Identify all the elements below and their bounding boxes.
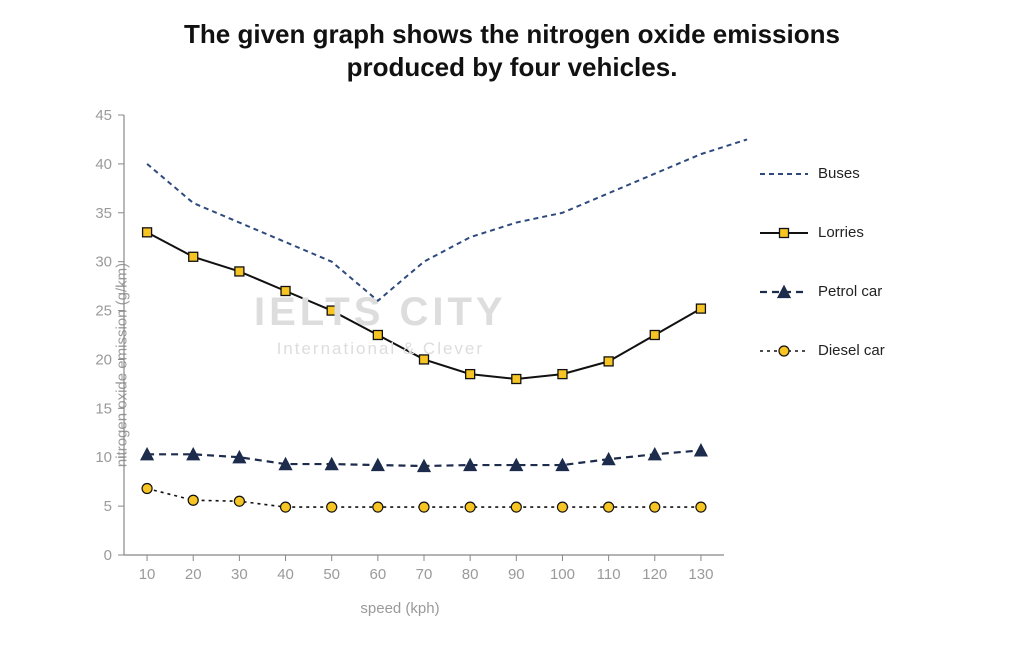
marker-diesel: [142, 484, 152, 494]
y-tick-label: 20: [95, 351, 112, 368]
plot-area: IELTS CITY International & Clever 051015…: [124, 115, 724, 555]
y-tick-label: 30: [95, 254, 112, 271]
x-tick-label: 50: [323, 566, 340, 583]
chart-area: nitrogen oxide emission (g/km) IELTS CIT…: [60, 115, 960, 615]
legend-label-diesel: Diesel car: [818, 342, 885, 359]
marker-lorries: [558, 370, 567, 379]
marker-diesel: [650, 502, 660, 512]
marker-lorries: [327, 306, 336, 315]
legend-label-lorries: Lorries: [818, 224, 864, 241]
marker-petrol: [372, 459, 385, 471]
marker-diesel: [234, 496, 244, 506]
x-tick-label: 90: [508, 566, 525, 583]
marker-diesel: [604, 502, 614, 512]
marker-lorries: [373, 331, 382, 340]
x-tick-label: 70: [416, 566, 433, 583]
legend: Buses Lorries Petrol car Diesel car: [760, 165, 950, 401]
x-tick-label: 10: [139, 566, 156, 583]
legend-swatch-lorries: [760, 225, 808, 241]
y-tick-label: 5: [104, 498, 112, 515]
page: The given graph shows the nitrogen oxide…: [0, 0, 1024, 647]
y-tick-label: 45: [95, 107, 112, 124]
marker-lorries: [512, 375, 521, 384]
marker-diesel: [465, 502, 475, 512]
x-tick-label: 120: [642, 566, 667, 583]
marker-lorries: [604, 357, 613, 366]
legend-item-lorries: Lorries: [760, 224, 950, 241]
title-line-2: produced by four vehicles.: [0, 51, 1024, 84]
marker-diesel: [327, 502, 337, 512]
x-tick-label: 80: [462, 566, 479, 583]
marker-diesel: [696, 502, 706, 512]
marker-lorries: [466, 370, 475, 379]
marker-lorries: [189, 252, 198, 261]
marker-lorries: [143, 228, 152, 237]
marker-diesel: [511, 502, 521, 512]
y-tick-label: 0: [104, 547, 112, 564]
legend-item-diesel: Diesel car: [760, 342, 950, 359]
y-tick-label: 25: [95, 303, 112, 320]
x-tick-label: 110: [597, 566, 621, 583]
y-tick-label: 35: [95, 205, 112, 222]
title-line-1: The given graph shows the nitrogen oxide…: [0, 18, 1024, 51]
marker-lorries: [281, 287, 290, 296]
y-tick-label: 40: [95, 156, 112, 173]
marker-diesel: [281, 502, 291, 512]
chart-title: The given graph shows the nitrogen oxide…: [0, 18, 1024, 83]
marker-lorries: [650, 331, 659, 340]
legend-swatch-diesel: [760, 343, 808, 359]
y-tick-label: 15: [95, 400, 112, 417]
legend-item-buses: Buses: [760, 165, 950, 182]
x-tick-label: 20: [185, 566, 202, 583]
marker-lorries: [235, 267, 244, 276]
marker-diesel: [419, 502, 429, 512]
x-tick-label: 130: [688, 566, 713, 583]
legend-swatch-petrol: [760, 284, 808, 300]
x-axis-label: speed (kph): [60, 600, 740, 617]
marker-diesel: [373, 502, 383, 512]
legend-label-buses: Buses: [818, 165, 860, 182]
marker-lorries: [420, 355, 429, 364]
marker-diesel: [188, 495, 198, 505]
marker-diesel: [557, 502, 567, 512]
legend-item-petrol: Petrol car: [760, 283, 950, 300]
plot-svg: 0510152025303540451020304050607080901001…: [124, 115, 724, 585]
x-tick-label: 100: [550, 566, 575, 583]
x-tick-label: 60: [370, 566, 387, 583]
marker-petrol: [695, 444, 708, 456]
legend-swatch-buses: [760, 166, 808, 182]
x-tick-label: 30: [231, 566, 248, 583]
x-tick-label: 40: [277, 566, 294, 583]
legend-label-petrol: Petrol car: [818, 283, 882, 300]
marker-lorries: [696, 304, 705, 313]
y-tick-label: 10: [95, 449, 112, 466]
